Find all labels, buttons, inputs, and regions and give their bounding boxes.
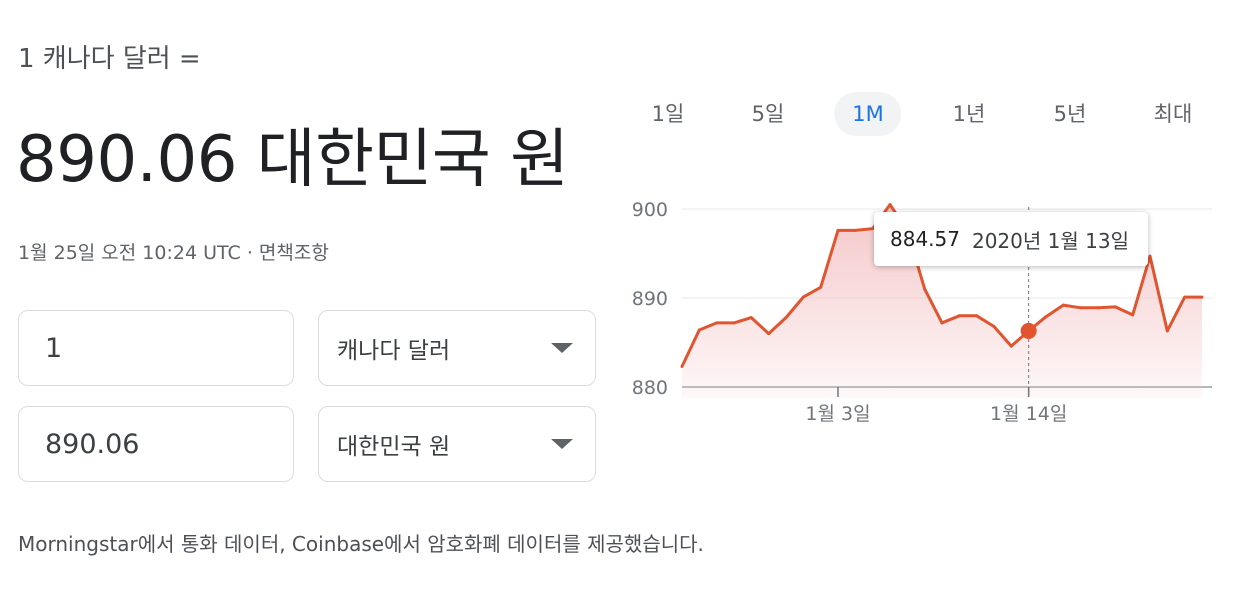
from-amount-input[interactable]: 1	[18, 310, 294, 386]
data-point	[836, 228, 840, 232]
tab-1y[interactable]: 1년	[952, 102, 986, 126]
y-tick-label: 880	[632, 377, 668, 399]
data-point	[1165, 329, 1169, 333]
conversion-header: 1 캐나다 달러 =	[18, 44, 201, 74]
data-point	[1148, 254, 1152, 258]
tooltip-value: 884.57	[890, 227, 960, 251]
data-point	[1009, 344, 1013, 348]
chart-tooltip: 884.57 2020년 1월 13일	[874, 212, 1148, 266]
data-point	[1131, 313, 1135, 317]
x-axis: 1월 3일 1월 14일	[805, 387, 1067, 425]
y-axis-labels: 880 890 900	[632, 199, 668, 399]
data-point	[801, 295, 805, 299]
tab-1m[interactable]: 1M	[834, 92, 902, 136]
data-point	[732, 321, 736, 325]
range-tabs: 1일 5일 1M 1년 5년 최대	[616, 92, 1224, 136]
tab-max[interactable]: 최대	[1153, 102, 1193, 126]
to-currency-label: 대한민국 원	[337, 434, 451, 460]
data-point	[784, 316, 788, 320]
from-amount-value: 1	[45, 332, 63, 364]
from-currency-select[interactable]: 캐나다 달러	[318, 310, 596, 386]
to-amount-input[interactable]: 890.06	[18, 406, 294, 482]
tab-1d[interactable]: 1일	[651, 102, 685, 126]
data-point	[715, 321, 719, 325]
data-point	[1096, 306, 1100, 310]
to-currency-select[interactable]: 대한민국 원	[318, 406, 596, 482]
data-point	[957, 314, 961, 318]
chevron-down-icon	[551, 343, 573, 353]
separator-dot: ·	[246, 242, 253, 264]
data-point	[697, 328, 701, 332]
data-point	[923, 287, 927, 291]
data-point	[853, 228, 857, 232]
x-tick-label: 1월 3일	[805, 403, 870, 425]
y-tick-label: 900	[632, 199, 668, 221]
data-point	[1183, 295, 1187, 299]
x-tick-label: 1월 14일	[990, 403, 1067, 425]
data-point	[940, 321, 944, 325]
chevron-down-icon	[551, 439, 573, 449]
to-amount-value: 890.06	[45, 428, 140, 460]
data-point	[975, 314, 979, 318]
disclaimer-link[interactable]: 면책조항	[258, 242, 329, 264]
data-point	[680, 365, 684, 368]
data-point	[749, 316, 753, 320]
from-currency-label: 캐나다 달러	[337, 338, 451, 364]
data-point	[992, 325, 996, 328]
data-point	[1113, 305, 1117, 309]
data-point	[1044, 315, 1048, 319]
tooltip-date: 2020년 1월 13일	[971, 228, 1129, 253]
update-time: 1월 25일 오전 10:24 UTC	[18, 242, 241, 264]
data-point	[819, 285, 823, 289]
data-point	[888, 203, 892, 207]
data-point	[1079, 306, 1083, 310]
data-point	[871, 227, 875, 231]
highlight-point	[1020, 322, 1037, 339]
tab-5y[interactable]: 5년	[1053, 102, 1087, 126]
data-point	[767, 332, 771, 336]
data-source-note: Morningstar에서 통화 데이터, Coinbase에서 암호화폐 데이…	[18, 532, 704, 556]
converted-rate: 890.06 대한민국 원	[16, 123, 569, 197]
data-point	[1061, 303, 1065, 307]
area-fill	[682, 204, 1202, 398]
tab-5d[interactable]: 5일	[751, 102, 785, 126]
timestamp-line: 1월 25일 오전 10:24 UTC · 면책조항	[18, 238, 329, 265]
y-tick-label: 890	[632, 288, 668, 310]
data-point	[1200, 295, 1204, 299]
